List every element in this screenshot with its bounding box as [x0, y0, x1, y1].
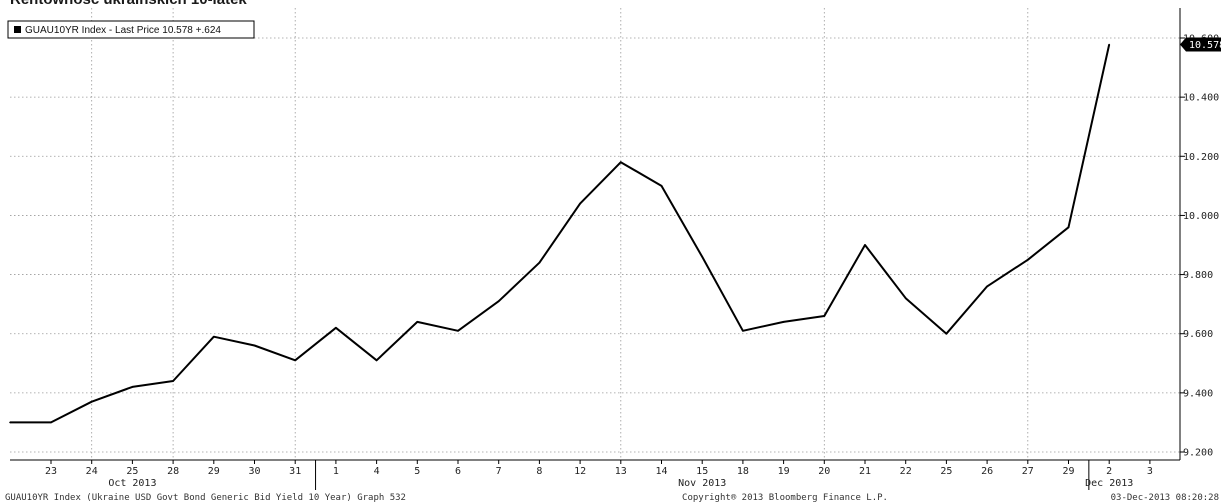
- y-tick-label: 10.200: [1183, 152, 1219, 163]
- data-point: [497, 300, 500, 303]
- series: [9, 43, 1111, 424]
- data-point: [620, 161, 622, 163]
- data-point: [1108, 43, 1110, 46]
- x-tick-label: 29: [1062, 466, 1074, 477]
- data-point: [538, 261, 541, 264]
- month-label: Dec 2013: [1085, 478, 1133, 489]
- month-label: Oct 2013: [108, 478, 156, 489]
- axes: [10, 8, 1185, 490]
- x-tick-label: 30: [248, 466, 260, 477]
- data-point: [701, 255, 703, 258]
- x-tick-label: 12: [574, 466, 586, 477]
- x-tick-label: 8: [536, 466, 542, 477]
- data-point: [579, 202, 581, 205]
- footer-right: 03-Dec-2013 08:20:28: [1111, 493, 1219, 502]
- x-tick-label: 19: [778, 466, 790, 477]
- data-point: [172, 380, 174, 382]
- x-tick-label: 25: [126, 466, 138, 477]
- x-tick-label: 28: [167, 466, 179, 477]
- x-tick-label: 14: [655, 466, 667, 477]
- data-point: [213, 335, 215, 338]
- data-point: [457, 330, 459, 332]
- y-tick-label: 10.400: [1183, 93, 1219, 104]
- data-point: [742, 330, 744, 332]
- data-point: [782, 321, 785, 323]
- x-tick-label: 29: [208, 466, 220, 477]
- x-tick-label: 27: [1022, 466, 1034, 477]
- y-axis-ticks: 9.200 9.400 9.600 9.800 10.000 10.200 10.400 10…: [1183, 34, 1219, 459]
- legend: GUAU10YR Index - Last Price 10.578 +.624: [7, 20, 255, 39]
- x-tick-label: 4: [374, 466, 380, 477]
- x-tick-label: 31: [289, 466, 301, 477]
- data-point: [904, 297, 907, 300]
- data-point: [9, 421, 11, 424]
- legend-box: [7, 20, 255, 39]
- data-point: [1027, 259, 1029, 261]
- x-tick-label: 21: [859, 466, 871, 477]
- legend-swatch: [14, 26, 21, 33]
- x-tick-label: 23: [45, 466, 57, 477]
- x-tick-label: 26: [981, 466, 993, 477]
- data-point: [50, 421, 52, 424]
- x-tick-label: 6: [455, 466, 461, 477]
- data-point: [823, 315, 826, 317]
- data-point: [416, 321, 419, 323]
- data-point: [294, 359, 297, 362]
- grid: [10, 8, 1180, 460]
- footer-center: Copyright® 2013 Bloomberg Finance L.P.: [682, 493, 888, 502]
- last-value-text: 10.578: [1189, 40, 1222, 51]
- data-point: [660, 185, 663, 187]
- data-point: [253, 344, 256, 347]
- chart-title: Rentowność ukraińskich 10-latek: [10, 0, 247, 8]
- x-tick-label: 3: [1147, 466, 1153, 477]
- data-point: [1067, 226, 1070, 229]
- data-point: [375, 359, 378, 362]
- x-axis-ticks: 23 24 25 28 29 30 31 1 4 5 6 7 8 12 13 14 15 18 19 20 21 22 25…: [45, 466, 1153, 477]
- data-point: [864, 244, 866, 246]
- data-point: [986, 285, 988, 288]
- y-tick-label: 9.400: [1183, 388, 1213, 399]
- x-tick-label: 25: [940, 466, 952, 477]
- series-line: [10, 44, 1111, 424]
- x-tick-label: 2: [1106, 466, 1112, 477]
- y-tick-label: 10.000: [1183, 211, 1219, 222]
- y-tick-label: 9.800: [1183, 270, 1213, 281]
- x-tick-label: 15: [696, 466, 708, 477]
- x-tick-label: 5: [414, 466, 420, 477]
- last-value-box: [1180, 37, 1221, 52]
- data-point: [945, 332, 948, 335]
- legend-label: GUAU10YR Index - Last Price 10.578 +.624: [25, 25, 221, 36]
- footer-left: GUAU10YR Index (Ukraine USD Govt Bond Ge…: [5, 493, 406, 502]
- x-tick-label: 7: [496, 466, 502, 477]
- x-tick-label: 22: [900, 466, 912, 477]
- data-point: [90, 400, 93, 403]
- data-point: [131, 386, 134, 388]
- x-tick-label: 1: [333, 466, 339, 477]
- x-tick-label: 13: [615, 466, 627, 477]
- data-point: [335, 327, 337, 329]
- month-labels: Oct 2013 Nov 2013 Dec 2013: [108, 478, 1133, 489]
- y-tick-label: 9.200: [1183, 448, 1213, 459]
- last-value-label: 10.578: [1180, 37, 1222, 52]
- month-label: Nov 2013: [678, 478, 726, 489]
- x-tick-label: 18: [737, 466, 749, 477]
- x-tick-label: 24: [86, 466, 98, 477]
- x-tick-label: 20: [818, 466, 830, 477]
- y-tick-label: 9.600: [1183, 329, 1213, 340]
